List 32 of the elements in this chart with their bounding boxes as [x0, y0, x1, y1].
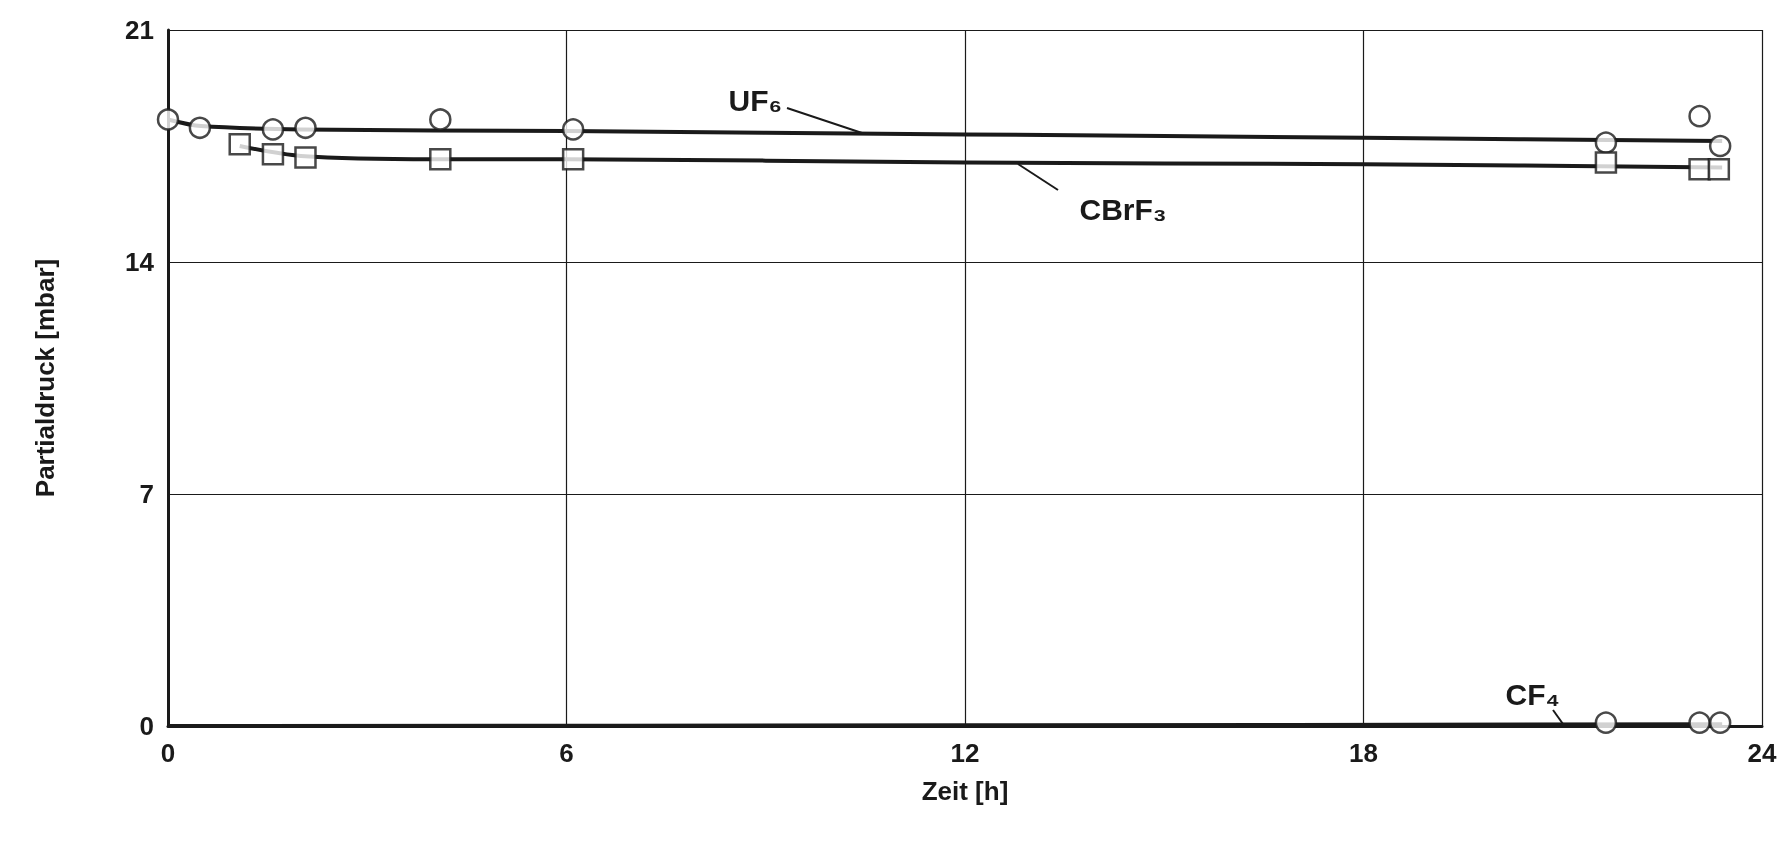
point: [261, 143, 285, 166]
x-tick-label: 6: [559, 738, 574, 768]
point: [1594, 151, 1618, 174]
x-tick-label: 24: [1747, 738, 1777, 768]
point: [1594, 131, 1618, 154]
point: [429, 148, 452, 171]
x-tick-label: 18: [1349, 738, 1378, 768]
point: [1708, 711, 1732, 734]
y-tick-label: 21: [125, 15, 154, 45]
x-tick-label: 12: [950, 738, 980, 768]
point: [1708, 134, 1732, 158]
point: [1707, 157, 1731, 181]
point: [1688, 104, 1711, 128]
point: [561, 148, 585, 171]
annotation: CF₄: [1505, 677, 1560, 711]
point: [561, 118, 585, 141]
y-tick-label: 14: [125, 247, 155, 277]
point: [294, 116, 317, 140]
x-axis-title: Zeit [h]: [921, 776, 1009, 806]
point: [188, 116, 212, 140]
x-tick-label: 0: [160, 738, 176, 768]
point: [228, 133, 251, 156]
y-tick-label: 7: [139, 479, 154, 509]
annotation: UF₆: [728, 83, 783, 117]
point: [1594, 711, 1618, 734]
point: [1688, 711, 1711, 734]
point: [261, 118, 285, 141]
y-tick-label: 0: [139, 711, 154, 741]
y-axis-title: Partialdruck [mbar]: [30, 258, 60, 498]
point: [156, 108, 180, 131]
point: [294, 146, 317, 169]
annotation: CBrF₃: [1079, 192, 1167, 226]
